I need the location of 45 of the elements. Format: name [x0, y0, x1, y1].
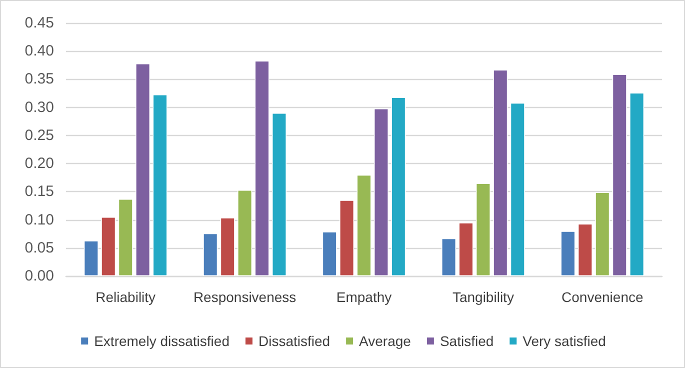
x-tick-label: Tangibility: [452, 289, 514, 305]
x-tick-label: Convenience: [562, 289, 644, 305]
y-tick-label: 0.25: [24, 126, 54, 144]
bar: [391, 97, 406, 276]
bar: [630, 92, 644, 276]
bar: [84, 240, 98, 276]
bar: [152, 94, 168, 276]
bar: [612, 74, 627, 276]
legend-label: Satisfied: [440, 333, 494, 349]
y-tick-label: 0.15: [24, 183, 54, 200]
y-tick-label: 0.45: [24, 14, 54, 32]
x-tick-label: Responsiveness: [193, 289, 296, 305]
bar: [118, 198, 133, 276]
x-tick-label: Reliability: [96, 289, 156, 305]
bar: [441, 238, 456, 276]
legend-label: Very satisfied: [522, 333, 606, 349]
bar: [238, 190, 252, 276]
y-tick-label: 0.05: [24, 239, 54, 256]
y-tick-label: 0.30: [24, 98, 54, 116]
x-tick-label: Empathy: [336, 289, 392, 305]
y-tick-label: 0.00: [24, 268, 54, 284]
bar: [203, 233, 218, 276]
y-tick-label: 0.20: [24, 155, 54, 172]
y-tick-label: 0.35: [24, 70, 54, 88]
bar: [101, 216, 116, 276]
legend-label: Dissatisfied: [258, 333, 330, 349]
bar: [595, 192, 610, 276]
bar: [458, 222, 474, 276]
legend-label: Extremely dissatisfied: [94, 333, 230, 349]
bar: [254, 60, 270, 276]
bar: [322, 232, 337, 276]
bar: [272, 112, 287, 276]
y-tick-label: 0.10: [24, 211, 54, 228]
bar: [136, 63, 150, 276]
bar: [493, 70, 508, 276]
y-tick-label: 0.40: [24, 42, 54, 60]
bar: [510, 102, 525, 276]
bar: [578, 224, 592, 276]
legend-label: Average: [359, 333, 412, 349]
bar: [560, 231, 576, 276]
bar: [339, 200, 354, 276]
bar: [476, 183, 490, 276]
bar: [356, 174, 372, 276]
bar: [374, 108, 389, 276]
bar: [220, 218, 235, 276]
